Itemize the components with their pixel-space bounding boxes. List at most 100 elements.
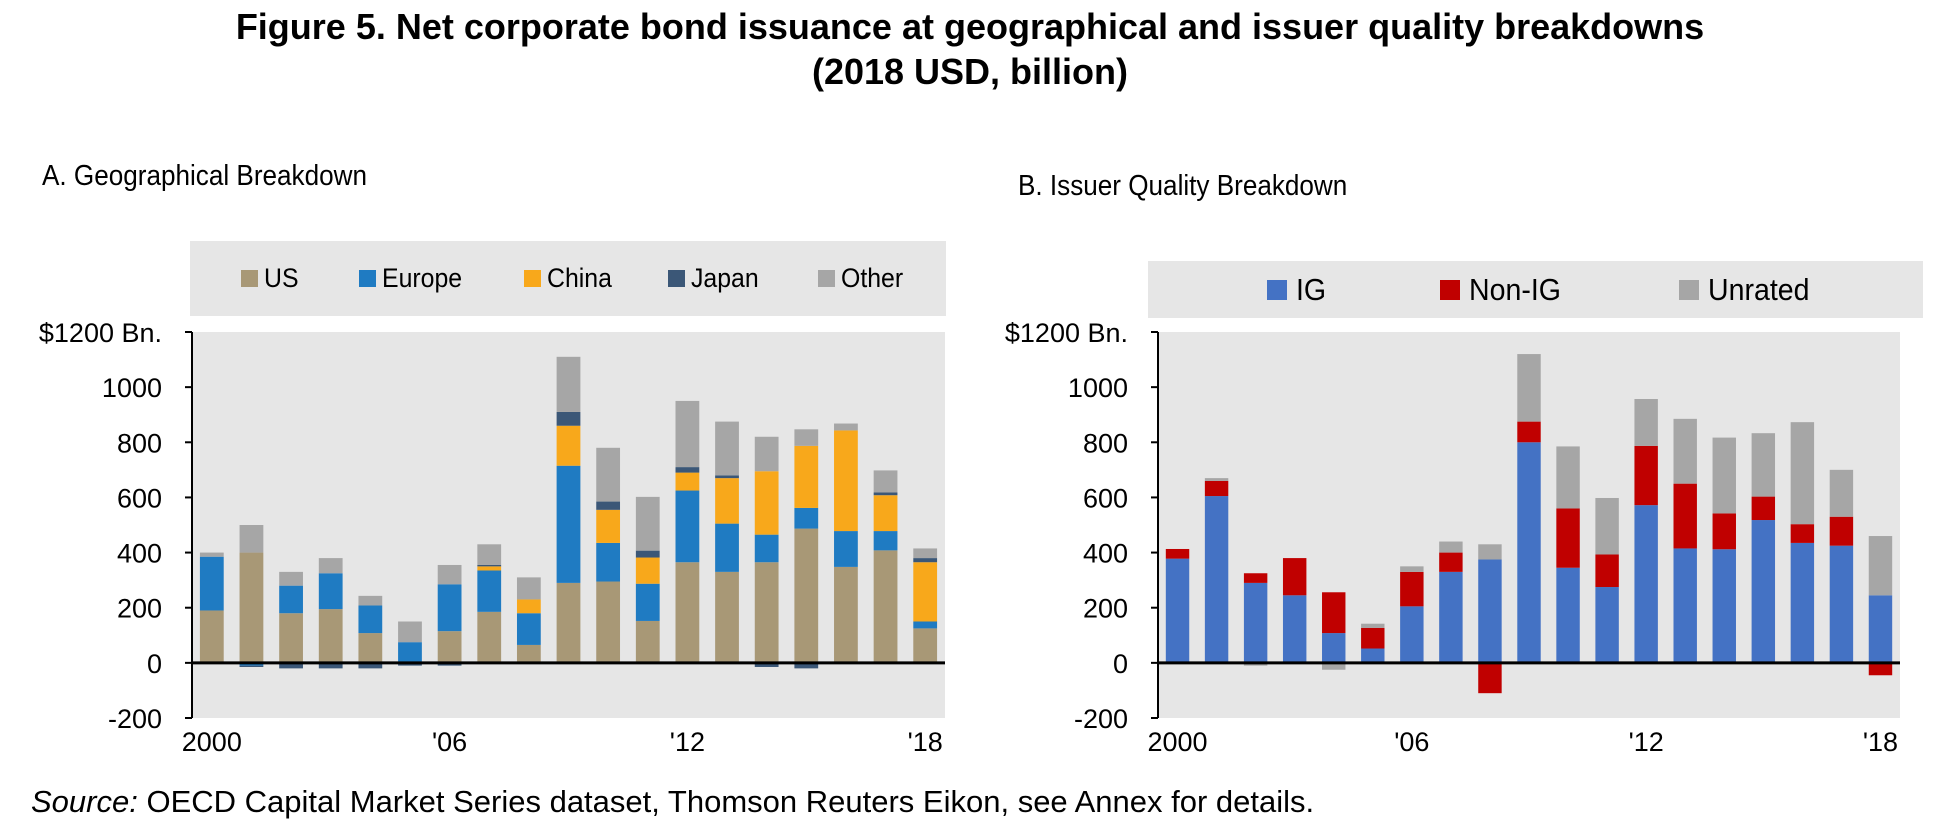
bar-ig-2014 [1712, 549, 1736, 663]
x-tick-label: 2000 [1147, 727, 1207, 757]
source-note: Source: OECD Capital Market Series datas… [31, 784, 1314, 820]
bar-non-ig-2015 [1751, 496, 1776, 521]
legend-item-europe: Europe [359, 241, 469, 316]
bar-non-ig-2006 [1400, 571, 1424, 607]
bar-europe-2000 [199, 556, 224, 611]
bar-europe-2003 [318, 573, 343, 610]
bar-china-2014 [754, 471, 779, 535]
y-tick-label: $1200 Bn. [39, 318, 162, 348]
bar-us-2015 [794, 528, 819, 663]
panel-b-title: B. Issuer Quality Breakdown [1018, 170, 1348, 202]
bar-japan-2011 [635, 550, 660, 558]
legend-swatch-non-ig [1440, 279, 1460, 300]
bar-europe-2013 [715, 523, 739, 572]
bar-china-2007 [477, 566, 502, 571]
bar-non-ig-2016 [1790, 524, 1815, 543]
bar-ig-2002 [1243, 582, 1268, 663]
bar-other-2006 [437, 564, 462, 585]
legend-label-japan: Japan [691, 263, 759, 293]
bar-unrated-2009 [1517, 354, 1541, 422]
bar-other-2002 [279, 571, 303, 586]
bar-unrated-2010 [1556, 446, 1580, 509]
legend-swatch-us [241, 270, 258, 287]
bar-non-ig-2010 [1556, 508, 1580, 568]
bar-us-2000 [199, 610, 224, 663]
y-tick-label: 800 [117, 428, 162, 458]
legend-swatch-other [818, 270, 835, 287]
figure-title: Figure 5. Net corporate bond issuance at… [0, 4, 1940, 94]
bar-ig-2013 [1673, 548, 1697, 663]
bar-japan-2009 [556, 411, 581, 426]
legend-label-us: US [264, 263, 299, 293]
bar-non-ig-2009 [1517, 421, 1541, 443]
bar-non-ig-2017 [1829, 516, 1854, 546]
chart-panel-a: $1200 Bn.10008006004002000-2002000'06'12… [39, 318, 945, 757]
bar-europe-2010 [596, 542, 621, 582]
bar-us-2010 [596, 581, 621, 663]
bar-china-2008 [516, 599, 541, 614]
bar-non-ig-2007 [1439, 552, 1463, 572]
bar-ig-2006 [1400, 606, 1424, 663]
y-tick-label: -200 [108, 704, 162, 734]
bar-ig-2001 [1204, 496, 1229, 663]
bar-ig-2010 [1556, 567, 1580, 663]
bar-ig-2016 [1790, 542, 1815, 663]
bar-china-2017 [873, 495, 898, 532]
bar-unrated-2014 [1712, 437, 1736, 514]
source-text: OECD Capital Market Series dataset, Thom… [137, 784, 1315, 819]
bar-japan-2015 [794, 662, 819, 669]
bar-ig-2009 [1517, 442, 1541, 663]
bar-china-2016 [834, 430, 858, 532]
bar-us-2006 [437, 631, 462, 663]
bar-other-2015 [794, 429, 819, 446]
bar-china-2011 [635, 557, 660, 584]
bar-non-ig-2013 [1673, 483, 1697, 549]
bar-europe-2015 [794, 507, 819, 529]
x-tick-label: '06 [432, 727, 467, 757]
y-tick-label: 0 [147, 649, 162, 679]
bar-non-ig-2005 [1361, 627, 1385, 649]
bar-ig-2011 [1595, 587, 1619, 663]
bar-europe-2017 [873, 531, 898, 551]
bar-us-2017 [873, 550, 898, 663]
bar-other-2009 [556, 356, 581, 412]
x-tick-label: 2000 [182, 727, 242, 757]
bar-unrated-2007 [1439, 541, 1463, 553]
source-label: Source: [31, 784, 138, 819]
x-tick-label: '12 [670, 727, 705, 757]
bar-other-2010 [596, 447, 621, 502]
y-tick-label: 400 [117, 539, 162, 569]
bar-non-ig-2018 [1868, 662, 1893, 676]
bar-japan-2013 [715, 475, 739, 479]
bar-europe-2007 [477, 570, 502, 612]
bar-us-2002 [279, 613, 303, 663]
bar-us-2009 [556, 582, 581, 663]
bar-unrated-2005 [1361, 623, 1385, 628]
bar-europe-2011 [635, 583, 660, 621]
bar-europe-2008 [516, 613, 541, 645]
bar-us-2018 [913, 628, 938, 663]
bar-us-2003 [318, 609, 343, 663]
bar-china-2015 [794, 445, 819, 508]
y-tick-label: 0 [1113, 649, 1128, 679]
bar-japan-2014 [754, 662, 779, 667]
bar-unrated-2018 [1868, 536, 1893, 596]
bar-us-2013 [715, 571, 739, 663]
y-tick-label: $1200 Bn. [1005, 318, 1128, 348]
y-tick-label: 400 [1083, 539, 1128, 569]
bar-other-2014 [754, 436, 779, 472]
bar-ig-2012 [1634, 505, 1658, 663]
chart-panel-b: $1200 Bn.10008006004002000-2002000'06'12… [1005, 318, 1900, 757]
bar-us-2011 [635, 620, 660, 663]
bar-europe-2012 [675, 490, 700, 563]
figure-title-line-1: Figure 5. Net corporate bond issuance at… [235, 6, 1705, 47]
y-tick-label: -200 [1074, 704, 1128, 734]
bar-us-2004 [358, 633, 383, 663]
legend-item-unrated: Unrated [1679, 261, 1818, 318]
bar-ig-2005 [1361, 648, 1385, 663]
bar-us-2012 [675, 562, 700, 663]
bar-non-ig-2012 [1634, 445, 1658, 506]
bar-japan-2012 [675, 467, 700, 473]
y-tick-label: 600 [1083, 483, 1128, 513]
legend-label-europe: Europe [382, 263, 463, 293]
